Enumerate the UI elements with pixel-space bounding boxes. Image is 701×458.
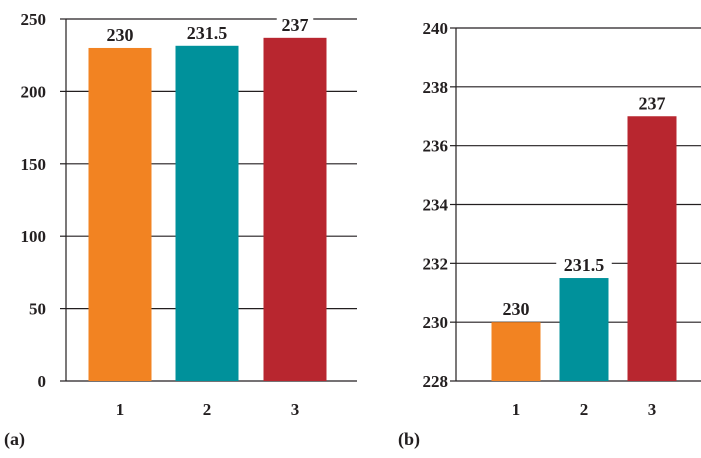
panel-label-b: (b) <box>398 429 420 450</box>
y-tick-label: 100 <box>21 227 47 246</box>
data-label-2: 231.5 <box>564 255 605 275</box>
bar-1 <box>491 322 541 381</box>
chart-panel-b: (b) 228 230 232 234 236 238 240 230 1 231.5 2 237 3 <box>398 19 701 450</box>
bar-3 <box>263 37 327 381</box>
data-label-3: 237 <box>282 15 309 35</box>
data-label-2: 231.5 <box>187 23 228 43</box>
y-tick-label: 250 <box>21 10 47 29</box>
y-tick-label: 150 <box>21 155 47 174</box>
data-label-1: 230 <box>107 25 134 45</box>
y-tick-label: 230 <box>423 313 449 332</box>
data-label-background <box>497 298 535 320</box>
y-tick-label: 236 <box>423 137 449 156</box>
data-label-background <box>179 21 235 43</box>
chart-panel-a: (a) 0 50 100 150 200 250 230 1 231.5 2 237 3 <box>4 10 357 450</box>
bar-2 <box>175 45 239 382</box>
bar-3 <box>627 116 677 381</box>
x-tick-label-3: 3 <box>648 400 657 419</box>
y-tick-label: 234 <box>423 196 449 215</box>
data-label-1: 230 <box>503 299 530 319</box>
x-tick-label-1: 1 <box>116 400 125 419</box>
data-label-background <box>556 254 612 276</box>
y-tick-label: 50 <box>29 300 46 319</box>
x-tick-label-3: 3 <box>291 400 300 419</box>
y-tick-label: 240 <box>423 19 449 38</box>
x-tick-label-2: 2 <box>580 400 589 419</box>
y-tick-label: 200 <box>21 82 47 101</box>
x-tick-label-1: 1 <box>512 400 521 419</box>
y-tick-label: 238 <box>423 78 449 97</box>
panel-label-a: (a) <box>4 429 25 450</box>
y-tick-label: 228 <box>423 372 449 391</box>
bar-2 <box>559 278 609 381</box>
x-tick-label-2: 2 <box>203 400 212 419</box>
data-label-background <box>101 23 139 45</box>
data-label-background <box>276 13 314 35</box>
bar-1 <box>88 47 152 382</box>
data-label-background <box>633 92 671 114</box>
y-tick-label: 0 <box>38 372 47 391</box>
data-label-3: 237 <box>639 93 666 113</box>
y-tick-label: 232 <box>423 254 449 273</box>
